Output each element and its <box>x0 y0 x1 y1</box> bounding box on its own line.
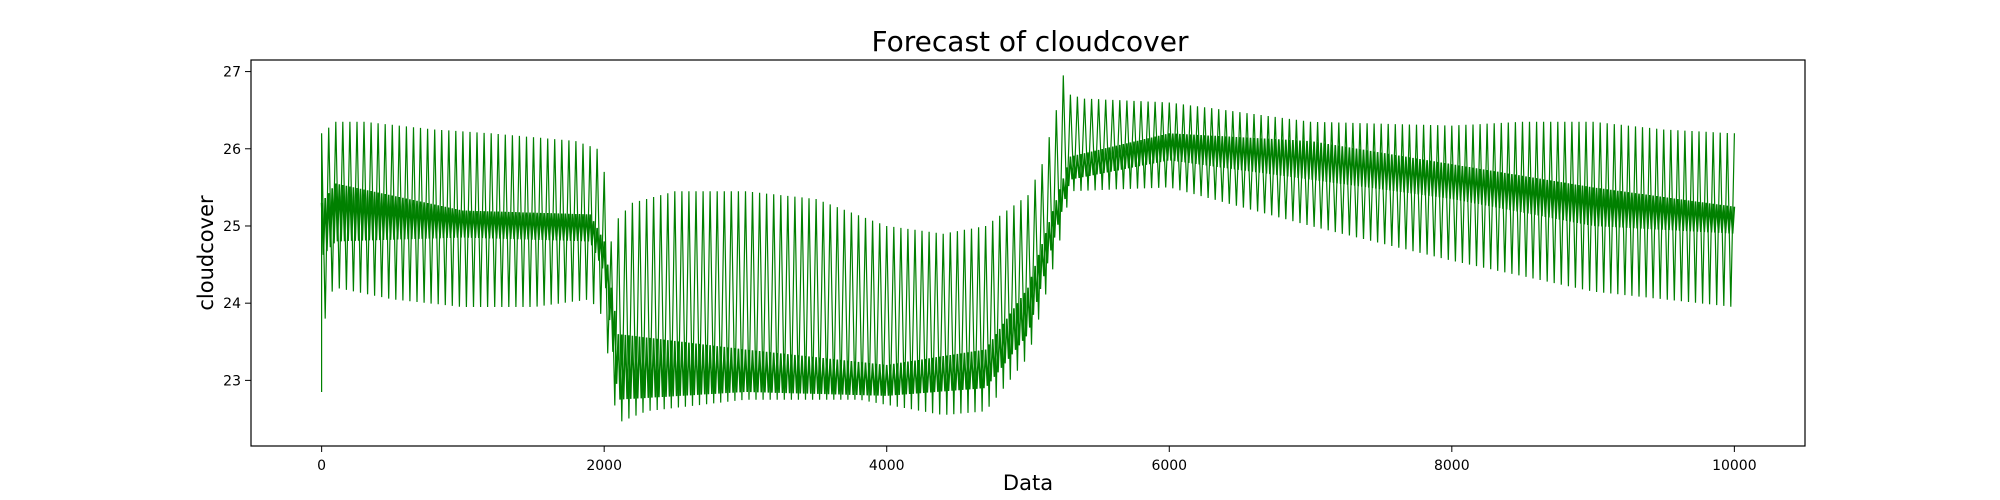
y-tick-label: 27 <box>223 65 241 81</box>
y-tick-label: 26 <box>223 142 241 158</box>
x-tick-label: 8000 <box>1434 458 1470 474</box>
y-tick-label: 23 <box>223 373 241 389</box>
plot-area <box>320 75 1736 422</box>
x-tick-label: 6000 <box>1151 458 1187 474</box>
y-tick-label: 25 <box>223 219 241 235</box>
x-tick-label: 10000 <box>1712 458 1757 474</box>
x-tick-label: 4000 <box>869 458 905 474</box>
x-axis-label: Data <box>1003 471 1053 495</box>
x-axis: 0 2000 4000 6000 8000 10000 <box>317 446 1757 474</box>
x-tick-label: 2000 <box>586 458 622 474</box>
y-axis: 23 24 25 26 27 <box>223 65 251 389</box>
axes-frame <box>250 59 1806 447</box>
y-tick-label: 24 <box>223 296 241 312</box>
y-axis-label: cloudcover <box>194 195 218 311</box>
series-line-cloudcover <box>321 75 1735 422</box>
x-tick-label: 0 <box>317 458 326 474</box>
chart-title: Forecast of cloudcover <box>872 25 1189 58</box>
